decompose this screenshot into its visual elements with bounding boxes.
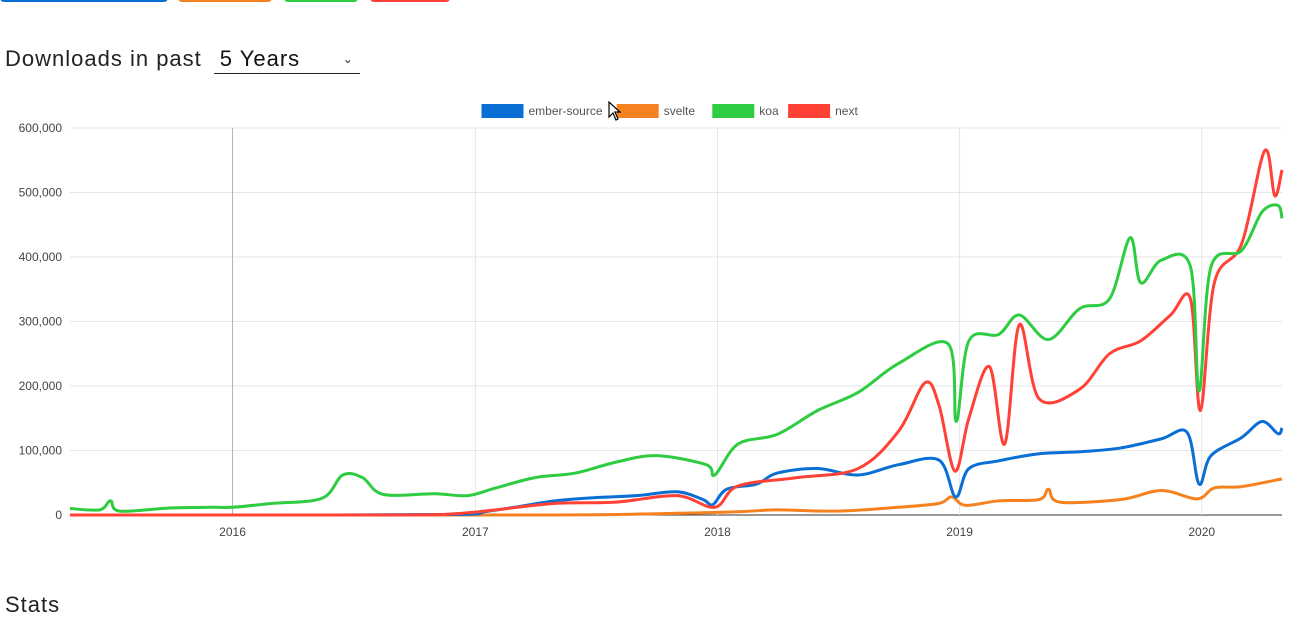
legend-label-ember-source: ember-source bbox=[529, 104, 603, 118]
mouse-cursor-icon bbox=[608, 100, 622, 126]
time-range-value: 5 Years bbox=[219, 45, 301, 71]
package-tab-svelte[interactable] bbox=[178, 0, 272, 2]
x-tick-label: 2020 bbox=[1188, 525, 1215, 539]
stats-section-title: Stats bbox=[5, 592, 61, 617]
package-tab-ember-source[interactable] bbox=[0, 0, 168, 2]
y-tick-label: 500,000 bbox=[19, 186, 63, 200]
series-line-next bbox=[70, 148, 1284, 517]
y-tick-label: 400,000 bbox=[19, 250, 63, 264]
y-tick-label: 100,000 bbox=[19, 444, 63, 458]
downloads-chart: 0 100,000 200,000 300,000 400,000 500,000 600,… bbox=[0, 96, 1301, 561]
legend-swatch-next bbox=[788, 104, 831, 118]
legend-swatch-svelte bbox=[616, 104, 659, 118]
legend-label-koa: koa bbox=[759, 104, 779, 118]
downloads-range-row: Downloads in past 5 Years ⌄ bbox=[5, 44, 360, 74]
package-tab-koa[interactable] bbox=[284, 0, 358, 2]
legend-label-next: next bbox=[835, 104, 858, 118]
downloads-range-label: Downloads in past bbox=[5, 46, 202, 71]
time-range-select[interactable]: 5 Years ⌄ bbox=[213, 44, 360, 74]
series-line-svelte bbox=[70, 477, 1283, 517]
y-tick-label: 0 bbox=[55, 508, 62, 522]
y-tick-label: 600,000 bbox=[19, 121, 63, 135]
y-tick-label: 300,000 bbox=[19, 315, 63, 329]
chevron-down-icon: ⌄ bbox=[342, 51, 354, 66]
legend-swatch-koa bbox=[712, 104, 755, 118]
legend-label-svelte: svelte bbox=[664, 104, 696, 118]
x-tick-label: 2016 bbox=[219, 525, 246, 539]
x-tick-label: 2018 bbox=[704, 525, 731, 539]
y-tick-label: 200,000 bbox=[19, 379, 63, 393]
package-tab-next[interactable] bbox=[370, 0, 450, 2]
downloads-line-chart: 0 100,000 200,000 300,000 400,000 500,000 600,… bbox=[19, 104, 1284, 539]
x-tick-label: 2019 bbox=[946, 525, 973, 539]
legend-swatch-ember-source bbox=[481, 104, 524, 118]
series-line-koa bbox=[69, 203, 1284, 513]
x-tick-label: 2017 bbox=[462, 525, 489, 539]
